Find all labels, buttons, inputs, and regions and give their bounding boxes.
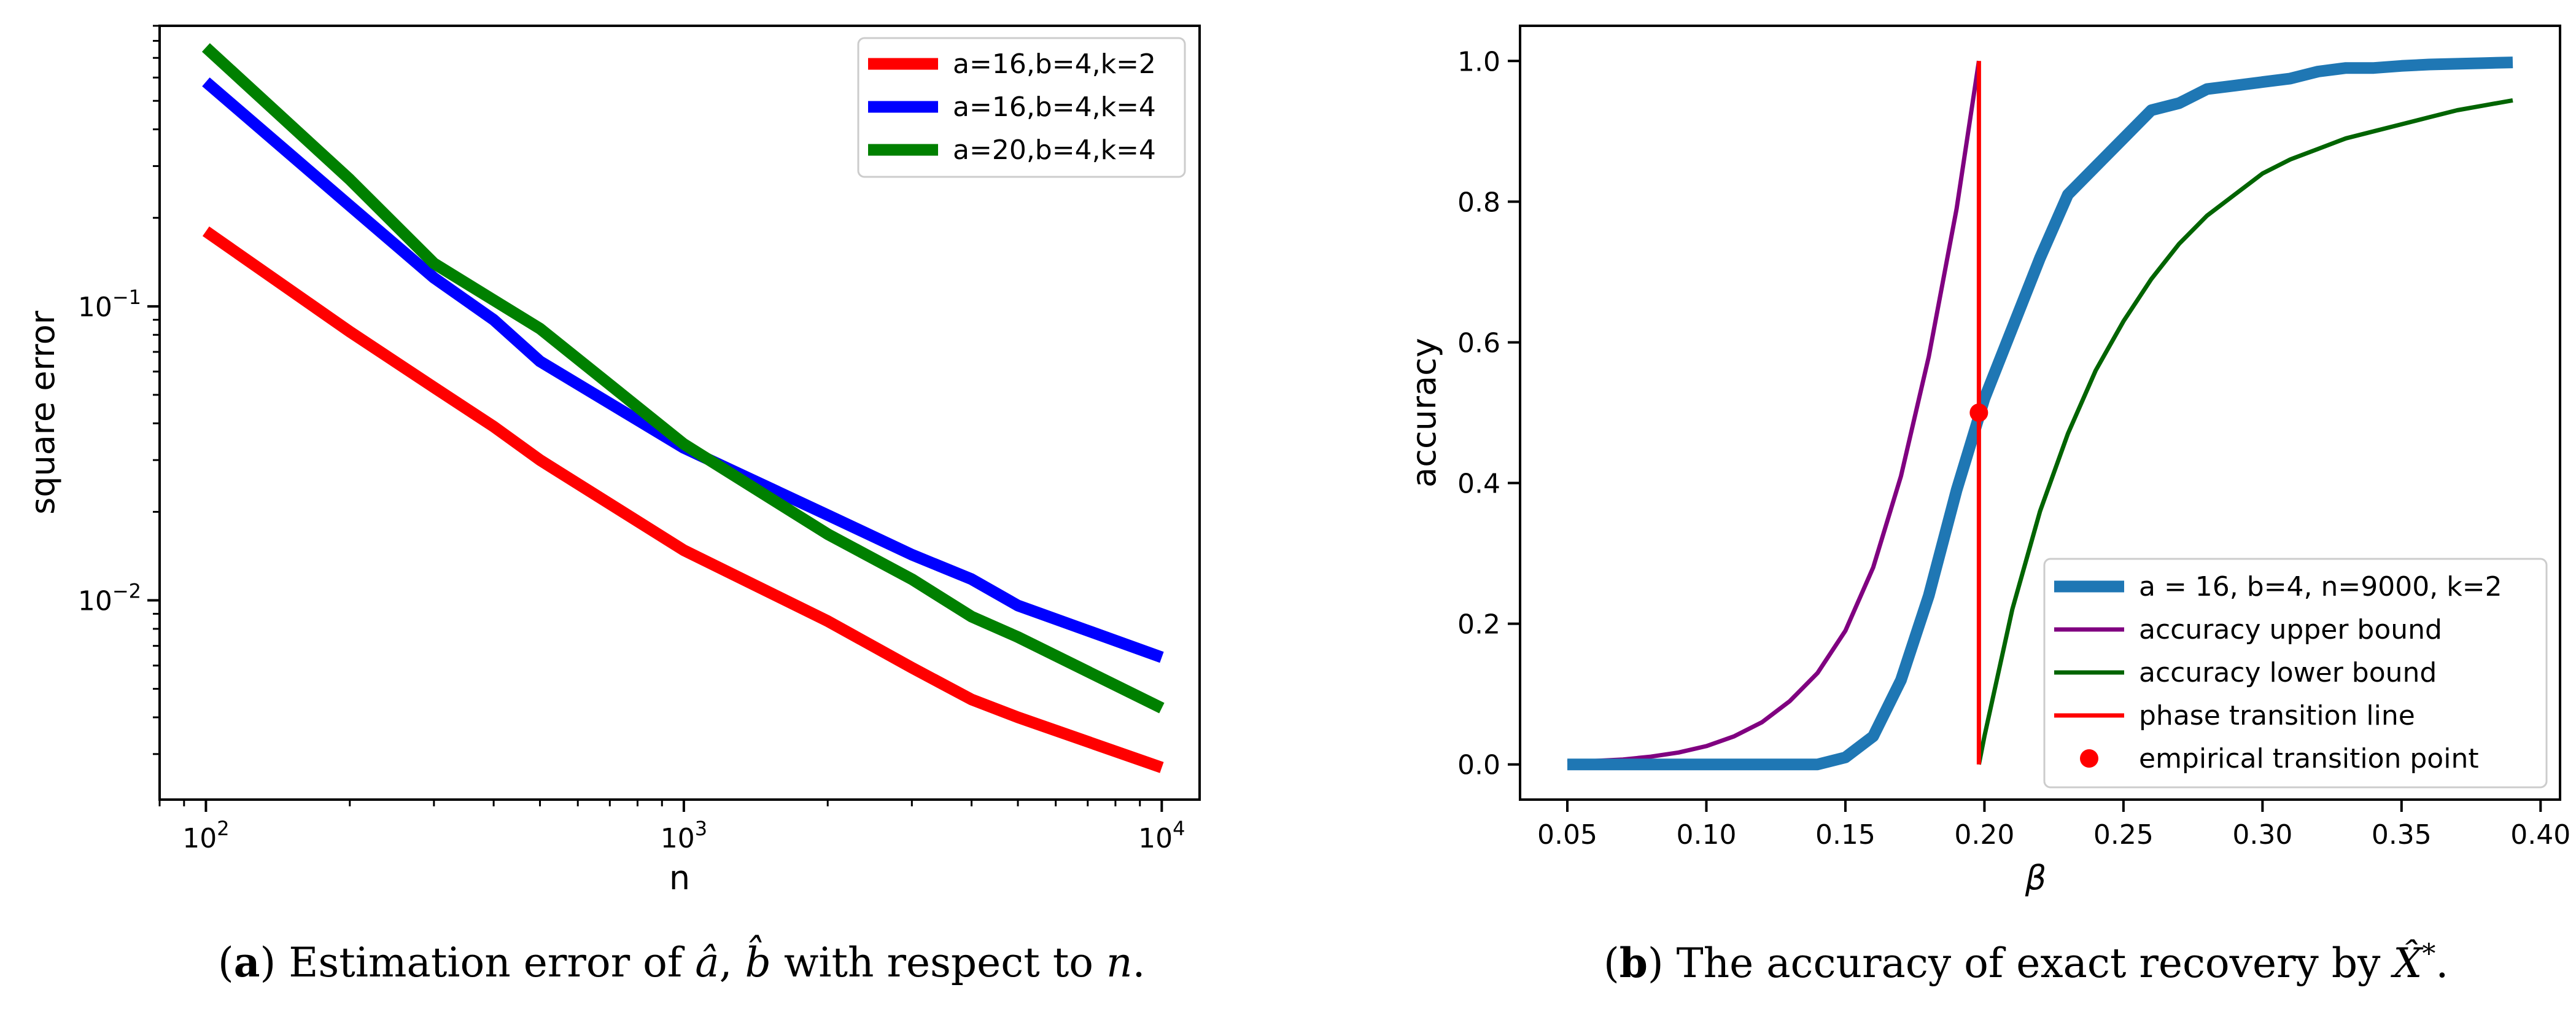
caption-a-symbol-a-hat: â — [695, 939, 720, 986]
panel-b-upper-bound-line — [1567, 60, 1981, 765]
panel-b-lower-bound-line — [1976, 98, 2513, 765]
panel-b-x-tick-label: 0.35 — [2372, 819, 2432, 851]
caption-b-symbol-x-hat: X̂ — [2393, 940, 2423, 987]
panel-b-axes-frame — [1519, 25, 2561, 801]
panel-b-legend-label: phase transition line — [2139, 700, 2415, 731]
panel-b-x-tick-label: 0.15 — [1815, 819, 1876, 851]
panel-a-axes-frame — [158, 25, 1201, 801]
panel-b-y-tick-label: 0.6 — [1457, 327, 1500, 359]
panel-a-x-tick-label: 102 — [182, 817, 229, 854]
panel-b-legend-label: empirical transition point — [2139, 743, 2479, 774]
panel-b-y-tick-label: 1.0 — [1457, 46, 1500, 77]
panel-a-legend-label: a=16,b=4,k=2 — [953, 49, 1156, 80]
panel-a-legend-label: a=20,b=4,k=4 — [953, 134, 1156, 166]
panel-a-series-1-line — [202, 226, 1164, 773]
panel-a-legend: a=16,b=4,k=2 a=16,b=4,k=4 a=20,b=4,k=4 — [857, 37, 1186, 178]
panel-b-y-tick-label: 0.2 — [1457, 609, 1500, 641]
caption-a: (a) Estimation error of â, b̂ with respe… — [218, 938, 1146, 986]
caption-a-text-post: . — [1132, 939, 1146, 986]
panel-a-chart: 102 103 104 10−1 10−2 n square error a=16,b… — [23, 25, 1201, 897]
panel-b-chart: 0.05 0.10 0.15 0.20 0.25 0.30 0.35 0.40 0.00.20… — [1405, 25, 2570, 897]
panel-a-series-group — [201, 43, 1165, 773]
panel-a-x-tick-label: 103 — [661, 817, 707, 854]
panel-b-legend-label: accuracy upper bound — [2139, 614, 2442, 645]
panel-b-x-tick-label: 0.25 — [2093, 819, 2154, 851]
panel-b-legend-box — [2043, 558, 2548, 789]
panel-b-x-axis-label: β — [2025, 859, 2046, 897]
caption-b: (b) The accuracy of exact recovery by X̂… — [1604, 938, 2449, 987]
panel-a-x-axis-label: n — [669, 859, 690, 897]
panel-a-y-tick-label: 10−1 — [78, 286, 141, 323]
panel-a-x-ticks: 102 103 104 — [158, 800, 1185, 854]
panel-a-legend-box — [857, 37, 1186, 178]
panel-b-x-tick-label: 0.40 — [2510, 819, 2570, 851]
panel-b-legend-label: accuracy lower bound — [2139, 657, 2437, 688]
panel-b-transition-point — [1969, 403, 1988, 422]
panel-a-y-ticks: 10−1 10−2 — [78, 25, 160, 755]
panel-b-x-ticks: 0.05 0.10 0.15 0.20 0.25 0.30 0.35 0.40 — [1537, 800, 2570, 851]
panel-b-legend: a = 16, b=4, n=9000, k=2 accuracy upper b… — [2043, 558, 2548, 789]
caption-a-symbol-b-hat: b̂ — [745, 939, 771, 986]
panel-b-x-tick-label: 0.20 — [1954, 819, 2014, 851]
panel-b-y-ticks: 0.0 0.2 0.4 0.6 0.8 1.0 — [1457, 46, 1520, 781]
panel-b-legend-swatch — [2080, 749, 2098, 768]
panel-b-y-tick-label: 0.0 — [1457, 750, 1500, 781]
panel-a-x-tick-label: 104 — [1138, 817, 1185, 854]
caption-a-text-pre: ) Estimation error of — [260, 939, 696, 986]
panel-b-y-axis-label: accuracy — [1405, 338, 1443, 488]
caption-a-text-mid: with respect to — [770, 939, 1106, 986]
caption-a-label: a — [233, 938, 260, 986]
panel-b-y-tick-label: 0.8 — [1457, 187, 1500, 218]
panel-b-x-tick-label: 0.10 — [1676, 819, 1736, 851]
panel-b-y-tick-label: 0.4 — [1457, 469, 1500, 500]
caption-b-label: b — [1619, 939, 1648, 987]
caption-b-superscript: * — [2422, 938, 2436, 970]
panel-b-accuracy-line — [1567, 56, 2513, 771]
caption-b-text-post: . — [2435, 940, 2449, 987]
panel-a-series-3-line — [201, 43, 1165, 714]
panel-a-legend-label: a=16,b=4,k=4 — [953, 92, 1156, 123]
panel-b-x-tick-label: 0.30 — [2232, 819, 2292, 851]
panel-b-legend-label: a = 16, b=4, n=9000, k=2 — [2139, 571, 2502, 602]
panel-b-series-group — [1567, 56, 2513, 771]
caption-b-text-pre: ) The accuracy of exact recovery by — [1647, 940, 2394, 987]
panel-a-y-axis-label: square error — [23, 310, 62, 515]
panel-b-x-tick-label: 0.05 — [1537, 819, 1597, 851]
caption-a-symbol-n: n — [1106, 939, 1133, 986]
caption-a-separator: , — [719, 939, 745, 986]
panel-a-y-tick-label: 10−2 — [78, 580, 141, 617]
